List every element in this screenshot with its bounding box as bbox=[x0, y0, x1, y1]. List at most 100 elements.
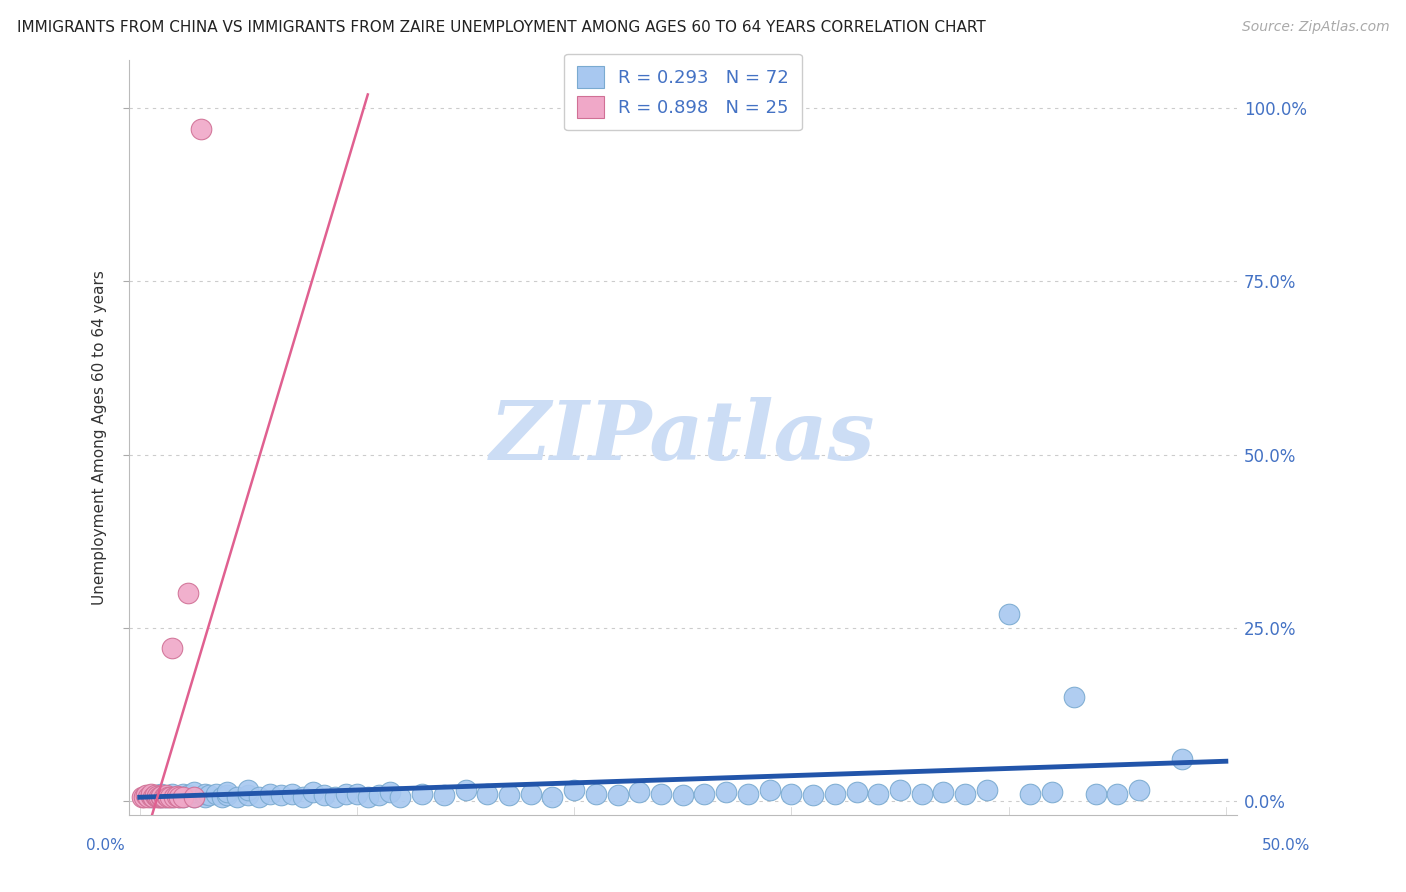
Point bbox=[562, 783, 585, 797]
Point bbox=[519, 787, 541, 801]
Point bbox=[953, 787, 976, 801]
Point bbox=[194, 787, 217, 801]
Point bbox=[389, 790, 412, 805]
Point bbox=[1084, 787, 1107, 801]
Point bbox=[454, 783, 477, 797]
Point bbox=[801, 788, 824, 802]
Point bbox=[259, 787, 281, 801]
Point bbox=[176, 586, 198, 600]
Text: 0.0%: 0.0% bbox=[86, 838, 125, 853]
Point bbox=[911, 787, 934, 801]
Point bbox=[183, 790, 205, 805]
Point bbox=[226, 790, 249, 805]
Point bbox=[824, 787, 846, 801]
Point bbox=[672, 788, 695, 802]
Point bbox=[411, 787, 433, 801]
Point bbox=[135, 788, 157, 802]
Point bbox=[155, 788, 177, 802]
Point bbox=[628, 785, 651, 799]
Point bbox=[172, 790, 194, 805]
Point bbox=[367, 788, 389, 802]
Point bbox=[139, 790, 162, 805]
Point bbox=[541, 790, 564, 805]
Point bbox=[166, 789, 188, 803]
Point bbox=[346, 787, 368, 801]
Point bbox=[1040, 785, 1063, 799]
Point bbox=[138, 790, 160, 805]
Point bbox=[167, 790, 190, 805]
Point bbox=[433, 788, 456, 802]
Point bbox=[139, 788, 162, 802]
Point bbox=[143, 788, 166, 802]
Point bbox=[132, 789, 155, 804]
Point bbox=[1128, 783, 1150, 797]
Point bbox=[150, 787, 173, 801]
Point bbox=[1019, 787, 1042, 801]
Point bbox=[270, 788, 292, 802]
Point bbox=[758, 783, 780, 797]
Text: Source: ZipAtlas.com: Source: ZipAtlas.com bbox=[1241, 20, 1389, 34]
Point bbox=[146, 790, 169, 805]
Point bbox=[198, 788, 221, 802]
Point bbox=[172, 790, 194, 805]
Point bbox=[291, 790, 314, 805]
Point bbox=[150, 789, 173, 803]
Point bbox=[215, 788, 238, 802]
Point bbox=[167, 790, 190, 805]
Point bbox=[211, 790, 233, 805]
Point bbox=[845, 785, 868, 799]
Point bbox=[150, 790, 173, 805]
Point bbox=[302, 785, 325, 799]
Point bbox=[314, 788, 336, 802]
Point bbox=[780, 787, 803, 801]
Point bbox=[131, 790, 153, 805]
Point bbox=[976, 783, 998, 797]
Point bbox=[606, 788, 628, 802]
Point bbox=[1171, 752, 1194, 766]
Point bbox=[281, 787, 304, 801]
Point bbox=[215, 785, 238, 799]
Point bbox=[190, 122, 212, 136]
Point bbox=[146, 789, 169, 803]
Point bbox=[139, 789, 162, 803]
Point bbox=[997, 607, 1019, 621]
Point bbox=[378, 785, 401, 799]
Point bbox=[357, 790, 380, 805]
Point bbox=[247, 790, 270, 805]
Legend: R = 0.293   N = 72, R = 0.898   N = 25: R = 0.293 N = 72, R = 0.898 N = 25 bbox=[564, 54, 801, 130]
Point bbox=[183, 790, 205, 805]
Point bbox=[152, 789, 174, 804]
Point bbox=[477, 787, 499, 801]
Point bbox=[693, 787, 716, 801]
Point bbox=[238, 788, 260, 802]
Point bbox=[194, 790, 217, 805]
Point bbox=[162, 787, 184, 801]
Point bbox=[585, 787, 607, 801]
Point bbox=[335, 787, 357, 801]
Point bbox=[498, 788, 520, 802]
Text: IMMIGRANTS FROM CHINA VS IMMIGRANTS FROM ZAIRE UNEMPLOYMENT AMONG AGES 60 TO 64 : IMMIGRANTS FROM CHINA VS IMMIGRANTS FROM… bbox=[17, 20, 986, 35]
Point bbox=[1107, 787, 1129, 801]
Point bbox=[176, 788, 198, 802]
Point bbox=[142, 789, 165, 804]
Point bbox=[156, 790, 179, 805]
Text: ZIPatlas: ZIPatlas bbox=[491, 397, 876, 477]
Point bbox=[172, 787, 194, 801]
Point bbox=[238, 783, 260, 797]
Point bbox=[150, 790, 173, 805]
Point bbox=[868, 787, 890, 801]
Point bbox=[159, 789, 181, 804]
Y-axis label: Unemployment Among Ages 60 to 64 years: Unemployment Among Ages 60 to 64 years bbox=[93, 269, 107, 605]
Text: 50.0%: 50.0% bbox=[1263, 838, 1310, 853]
Point bbox=[716, 785, 738, 799]
Point bbox=[889, 783, 911, 797]
Point bbox=[650, 787, 672, 801]
Point bbox=[148, 789, 170, 804]
Point bbox=[932, 785, 955, 799]
Point bbox=[162, 790, 184, 805]
Point bbox=[163, 790, 186, 805]
Point bbox=[737, 787, 759, 801]
Point bbox=[204, 787, 226, 801]
Point bbox=[183, 785, 205, 799]
Point bbox=[323, 790, 346, 805]
